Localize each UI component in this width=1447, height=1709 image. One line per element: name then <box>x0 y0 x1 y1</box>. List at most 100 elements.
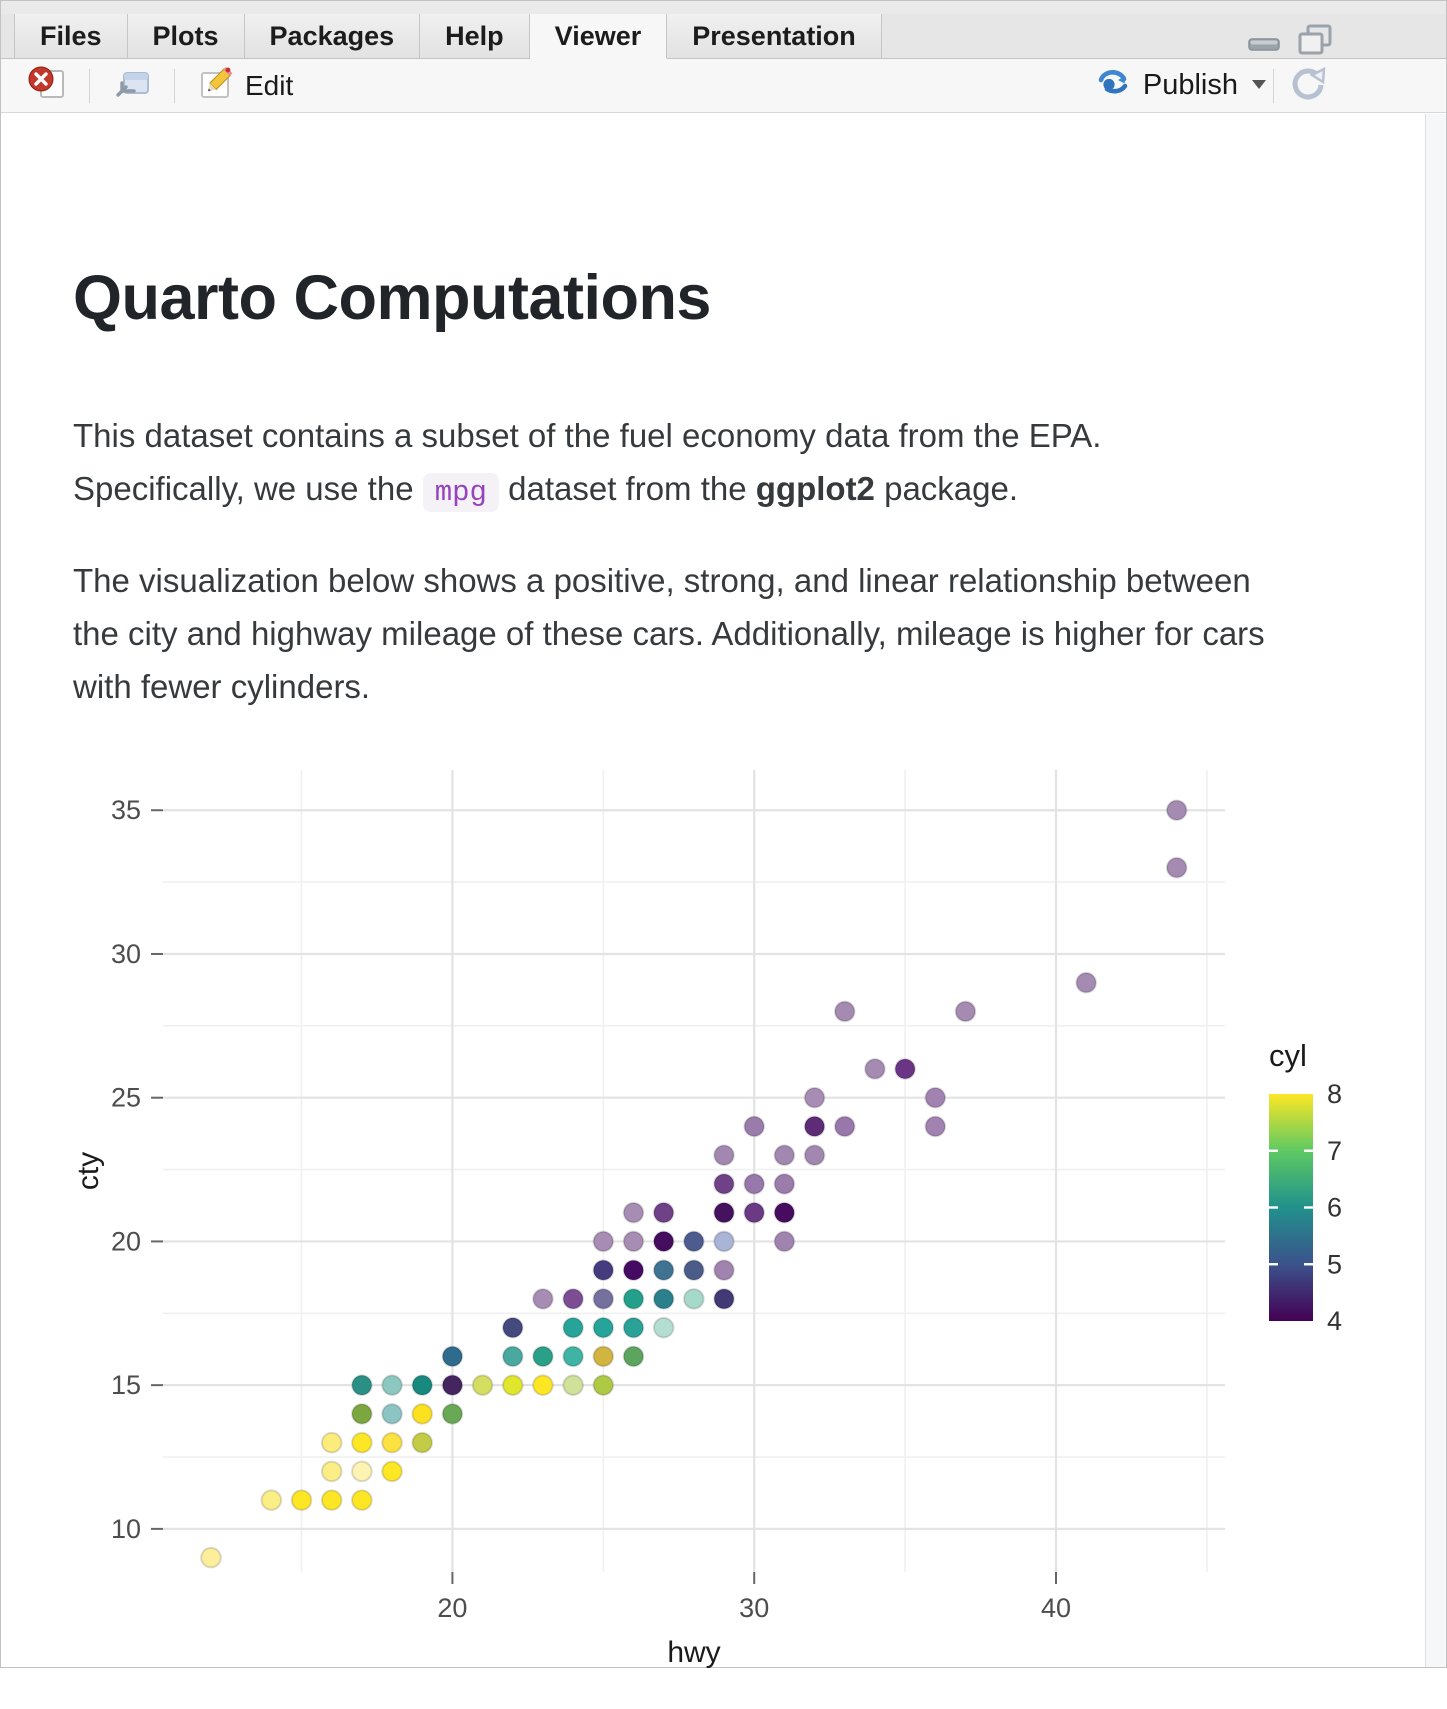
data-point <box>351 1489 373 1511</box>
data-point <box>683 1230 705 1253</box>
data-point <box>562 1288 584 1310</box>
y-tick-label: 20 <box>111 1226 141 1256</box>
data-point <box>471 1374 494 1396</box>
data-point <box>411 1431 434 1454</box>
data-point <box>622 1345 645 1368</box>
paragraph-1-text: dataset from the <box>498 470 756 507</box>
tab-presentation[interactable]: Presentation <box>667 14 882 58</box>
refresh-button[interactable] <box>1288 63 1328 108</box>
data-point <box>592 1374 615 1396</box>
data-point <box>1165 799 1188 822</box>
clear-viewer-button[interactable] <box>19 61 75 110</box>
data-point <box>683 1259 705 1281</box>
maximize-icon[interactable] <box>1296 23 1334 62</box>
publish-button-label: Publish <box>1142 69 1238 101</box>
tab-viewer[interactable]: Viewer <box>529 14 668 59</box>
inline-code-mpg: mpg <box>422 473 499 512</box>
data-point <box>622 1259 645 1281</box>
open-in-new-window-button[interactable] <box>104 61 160 110</box>
data-point <box>320 1431 343 1454</box>
page-title: Quarto Computations <box>73 263 711 333</box>
data-point <box>411 1374 434 1396</box>
data-point <box>562 1316 584 1339</box>
data-point <box>713 1259 735 1281</box>
data-point <box>441 1403 464 1425</box>
data-point <box>773 1230 796 1253</box>
data-point <box>652 1230 675 1253</box>
y-axis-title: cty <box>72 1152 105 1190</box>
data-point <box>652 1316 675 1339</box>
data-point <box>924 1115 947 1138</box>
edit-button-label: Edit <box>245 69 294 101</box>
data-point <box>743 1201 766 1224</box>
data-point <box>894 1058 916 1080</box>
tab-packages[interactable]: Packages <box>244 14 421 58</box>
legend-title: cyl <box>1269 1038 1307 1073</box>
y-tick-label: 15 <box>111 1370 141 1400</box>
x-tick-label: 40 <box>1041 1593 1071 1623</box>
data-point <box>713 1201 735 1224</box>
data-point <box>743 1173 766 1195</box>
viewer-pane: Files Plots Packages Help Viewer Present… <box>0 0 1447 1669</box>
legend-tick-label: 7 <box>1327 1136 1342 1166</box>
data-point <box>320 1489 343 1511</box>
y-tick-label: 25 <box>111 1083 141 1113</box>
tab-plots-label: Plots <box>152 20 219 51</box>
data-point <box>924 1086 947 1109</box>
data-points <box>200 799 1188 1569</box>
legend-tick-label: 5 <box>1327 1249 1342 1279</box>
data-point <box>652 1288 675 1310</box>
edit-button[interactable]: Edit <box>189 61 301 110</box>
edit-pencil-icon <box>197 65 235 106</box>
data-point <box>743 1115 766 1138</box>
data-point <box>532 1345 554 1368</box>
publish-button[interactable]: Publish <box>1095 67 1268 104</box>
data-point <box>803 1086 826 1109</box>
tab-files-label: Files <box>40 20 102 51</box>
data-point <box>200 1546 222 1569</box>
viewer-toolbar: Edit Publish <box>1 59 1446 113</box>
data-point <box>622 1230 645 1253</box>
toolbar-separator <box>174 68 175 103</box>
scrollbar-gutter[interactable] <box>1425 114 1446 1667</box>
data-point <box>381 1460 403 1483</box>
data-point <box>501 1345 524 1368</box>
scatter-plot-svg: 20 30 40 10 15 20 25 30 35 hwy cty cyl 8 7 6 5 4 <box>72 770 1342 1669</box>
data-point <box>864 1058 886 1080</box>
data-point <box>833 1115 856 1138</box>
toolbar-separator <box>89 68 90 103</box>
data-point <box>562 1345 584 1368</box>
tab-help-label: Help <box>445 20 504 51</box>
x-tick-label: 20 <box>437 1593 467 1623</box>
minimize-icon[interactable] <box>1246 25 1282 60</box>
dropdown-caret-icon <box>1250 77 1268 95</box>
tab-help[interactable]: Help <box>420 14 530 58</box>
y-tick-label: 10 <box>111 1514 141 1544</box>
data-point <box>351 1460 373 1483</box>
tab-viewer-label: Viewer <box>554 20 642 51</box>
data-point <box>773 1201 796 1224</box>
data-point <box>713 1144 735 1166</box>
data-point <box>592 1259 615 1281</box>
data-point <box>532 1288 554 1310</box>
legend-tick-label: 6 <box>1327 1193 1342 1223</box>
data-point <box>652 1201 675 1224</box>
x-axis-title: hwy <box>667 1636 720 1669</box>
data-point <box>1165 856 1188 879</box>
data-point <box>592 1288 615 1310</box>
tabbar-top-strip <box>1 1 1446 14</box>
data-point <box>411 1403 434 1425</box>
tab-plots[interactable]: Plots <box>127 14 245 58</box>
data-point <box>351 1374 373 1396</box>
pane-tabbar: Files Plots Packages Help Viewer Present… <box>1 14 1446 59</box>
publish-icon <box>1095 67 1131 104</box>
paragraph-1-text: This dataset contains a subset of the fu… <box>73 417 1102 507</box>
x-tick-label: 30 <box>739 1593 769 1623</box>
data-point <box>773 1144 796 1166</box>
data-point <box>381 1431 403 1454</box>
paragraph-1: This dataset contains a subset of the fu… <box>73 409 1278 519</box>
data-point <box>562 1374 584 1396</box>
data-point <box>381 1374 403 1396</box>
close-icon <box>27 65 67 106</box>
tab-files[interactable]: Files <box>14 14 128 58</box>
